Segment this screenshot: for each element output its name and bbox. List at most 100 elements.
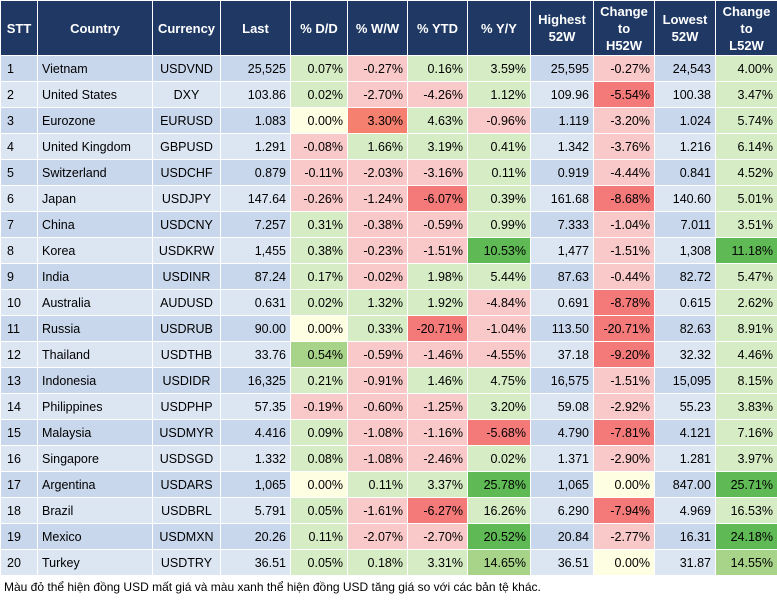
- table-cell: 1.98%: [407, 263, 468, 290]
- table-cell: 103.86: [220, 81, 291, 108]
- table-cell: Vietnam: [37, 55, 153, 82]
- table-cell: -1.04%: [467, 315, 531, 342]
- table-cell: 20.26: [220, 523, 291, 550]
- table-cell: 36.51: [220, 549, 291, 576]
- table-cell: -1.51%: [407, 237, 468, 264]
- table-cell: 5.44%: [467, 263, 531, 290]
- table-cell: 9: [0, 263, 38, 290]
- table-cell: 87.24: [220, 263, 291, 290]
- table-cell: 59.08: [530, 393, 594, 420]
- table-cell: -1.24%: [347, 185, 408, 212]
- table-cell: 25,595: [530, 55, 594, 82]
- table-cell: 82.72: [654, 263, 716, 290]
- table-cell: 0.21%: [290, 367, 348, 394]
- table-cell: USDARS: [152, 471, 221, 498]
- table-cell: -0.27%: [347, 55, 408, 82]
- currency-table: STT Country Currency Last% D/D% W/W% YTD% Y…: [0, 0, 777, 576]
- table-row: 3 Eurozone EURUSD 1.083 0.00% 3.30% 4.63% -0.96…: [0, 107, 777, 134]
- table-cell: USDTHB: [152, 341, 221, 368]
- table-cell: 12: [0, 341, 38, 368]
- table-row: 16 Singapore USDSGD 1.332 0.08% -1.08% -2.46% 0…: [0, 445, 777, 472]
- table-cell: China: [37, 211, 153, 238]
- table-cell: -0.38%: [347, 211, 408, 238]
- table-cell: Turkey: [37, 549, 153, 576]
- table-cell: USDMXN: [152, 523, 221, 550]
- table-cell: 1,065: [220, 471, 291, 498]
- table-cell: 8: [0, 237, 38, 264]
- table-cell: -0.27%: [593, 55, 655, 82]
- table-cell: 14: [0, 393, 38, 420]
- table-cell: USDINR: [152, 263, 221, 290]
- table-cell: 14.65%: [467, 549, 531, 576]
- table-cell: 0.615: [654, 289, 716, 316]
- table-cell: India: [37, 263, 153, 290]
- header-cell: % YTD: [407, 0, 468, 56]
- table-cell: EURUSD: [152, 107, 221, 134]
- table-cell: 82.63: [654, 315, 716, 342]
- table-cell: 0.11%: [347, 471, 408, 498]
- table-cell: USDJPY: [152, 185, 221, 212]
- table-row: 4 United Kingdom GBPUSD 1.291 -0.08% 1.66% 3.1…: [0, 133, 777, 160]
- table-cell: Singapore: [37, 445, 153, 472]
- table-cell: GBPUSD: [152, 133, 221, 160]
- table-cell: AUDUSD: [152, 289, 221, 316]
- table-cell: 1,455: [220, 237, 291, 264]
- table-cell: 3.19%: [407, 133, 468, 160]
- table-cell: 16: [0, 445, 38, 472]
- table-cell: 0.00%: [593, 471, 655, 498]
- table-cell: 1.281: [654, 445, 716, 472]
- table-cell: 0.841: [654, 159, 716, 186]
- table-row: 20 Turkey USDTRY 36.51 0.05% 0.18% 3.31% 14.65%…: [0, 549, 777, 576]
- table-cell: 4: [0, 133, 38, 160]
- table-cell: -0.19%: [290, 393, 348, 420]
- table-row: 13 Indonesia USDIDR 16,325 0.21% -0.91% 1.46% 4…: [0, 367, 777, 394]
- table-cell: 17: [0, 471, 38, 498]
- table-cell: Argentina: [37, 471, 153, 498]
- table-cell: -1.51%: [593, 237, 655, 264]
- table-cell: 3.83%: [715, 393, 777, 420]
- table-cell: Russia: [37, 315, 153, 342]
- table-cell: 1.342: [530, 133, 594, 160]
- table-cell: -2.90%: [593, 445, 655, 472]
- table-cell: Switzerland: [37, 159, 153, 186]
- table-cell: 3.97%: [715, 445, 777, 472]
- header-cell: Highest 52W: [530, 0, 594, 56]
- table-cell: 0.691: [530, 289, 594, 316]
- table-cell: 36.51: [530, 549, 594, 576]
- table-cell: 13: [0, 367, 38, 394]
- table-cell: -8.68%: [593, 185, 655, 212]
- table-cell: 32.32: [654, 341, 716, 368]
- table-cell: 847.00: [654, 471, 716, 498]
- table-cell: 24,543: [654, 55, 716, 82]
- header-cell: Change to H52W: [593, 0, 655, 56]
- table-cell: -2.46%: [407, 445, 468, 472]
- header-row: STT Country Currency Last% D/D% W/W% YTD% Y…: [0, 0, 777, 56]
- table-cell: 3.20%: [467, 393, 531, 420]
- table-cell: 0.38%: [290, 237, 348, 264]
- header-cell: STT: [0, 0, 38, 56]
- table-cell: 0.33%: [347, 315, 408, 342]
- table-cell: 4.121: [654, 419, 716, 446]
- table-cell: 0.11%: [290, 523, 348, 550]
- table-cell: -3.76%: [593, 133, 655, 160]
- table-cell: 6.14%: [715, 133, 777, 160]
- table-cell: 1.024: [654, 107, 716, 134]
- table-cell: 16.53%: [715, 497, 777, 524]
- table-cell: 1,065: [530, 471, 594, 498]
- table-cell: -1.51%: [593, 367, 655, 394]
- table-cell: 0.08%: [290, 445, 348, 472]
- table-cell: 0.05%: [290, 549, 348, 576]
- table-cell: -6.27%: [407, 497, 468, 524]
- table-cell: 5: [0, 159, 38, 186]
- table-cell: 20.84: [530, 523, 594, 550]
- header-cell: Lowest 52W: [654, 0, 716, 56]
- table-row: 8 Korea USDKRW 1,455 0.38% -0.23% -1.51% 10.53%…: [0, 237, 777, 264]
- table-cell: 0.00%: [593, 549, 655, 576]
- table-cell: -0.23%: [347, 237, 408, 264]
- table-cell: 0.879: [220, 159, 291, 186]
- table-cell: 0.919: [530, 159, 594, 186]
- table-cell: 0.02%: [290, 289, 348, 316]
- table-cell: 20.52%: [467, 523, 531, 550]
- table-cell: -9.20%: [593, 341, 655, 368]
- table-cell: Australia: [37, 289, 153, 316]
